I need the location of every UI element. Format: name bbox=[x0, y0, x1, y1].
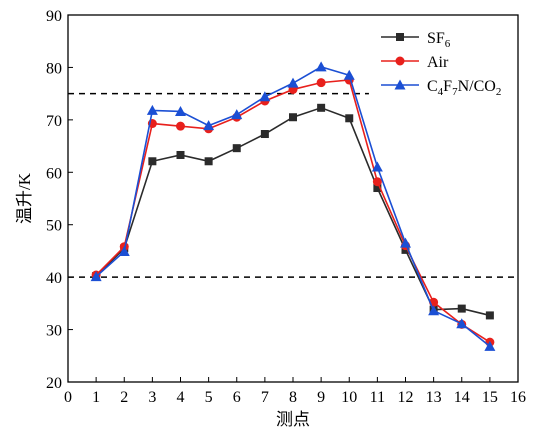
y-tick-label: 70 bbox=[46, 113, 62, 130]
circle-marker bbox=[316, 78, 326, 88]
triangle-marker bbox=[343, 69, 355, 80]
x-tick-label: 1 bbox=[92, 389, 100, 406]
x-tick-label: 0 bbox=[64, 389, 72, 406]
triangle-marker bbox=[484, 340, 496, 351]
legend: SF6 Air C4F7N/CO2 bbox=[381, 30, 501, 98]
square-marker bbox=[204, 157, 213, 166]
square-marker bbox=[232, 144, 241, 153]
square-marker bbox=[148, 157, 157, 166]
triangle-marker bbox=[90, 271, 102, 282]
square-marker bbox=[485, 311, 494, 320]
y-tick-label: 80 bbox=[46, 60, 62, 77]
x-tick-label: 6 bbox=[233, 389, 241, 406]
x-tick-label: 2 bbox=[120, 389, 128, 406]
reference-lines bbox=[68, 92, 518, 278]
x-tick-label: 15 bbox=[482, 389, 498, 406]
legend-item: SF6 bbox=[381, 30, 451, 50]
x-axis-ticks: 0 1 2 3 4 5 6 7 8 9 10 11 12 13 14 15 16 bbox=[64, 377, 526, 406]
square-marker bbox=[396, 33, 404, 41]
y-tick-label: 50 bbox=[46, 218, 62, 235]
series-line bbox=[95, 66, 491, 347]
x-axis-label: 测点 bbox=[276, 410, 310, 429]
triangle-marker bbox=[394, 79, 406, 90]
square-marker bbox=[457, 304, 466, 313]
triangle-marker bbox=[146, 104, 158, 115]
series-2 bbox=[90, 61, 496, 351]
triangle-marker bbox=[259, 91, 271, 102]
triangle-marker bbox=[175, 105, 186, 116]
x-tick-label: 8 bbox=[289, 389, 297, 406]
triangle-marker bbox=[231, 109, 243, 120]
x-tick-label: 9 bbox=[317, 389, 325, 406]
square-marker bbox=[317, 103, 326, 112]
x-tick-label: 10 bbox=[341, 389, 357, 406]
y-tick-label: 40 bbox=[46, 270, 62, 287]
square-marker bbox=[289, 113, 297, 122]
triangle-marker bbox=[428, 305, 440, 316]
legend-label: C4F7N/CO2 bbox=[427, 78, 501, 98]
legend-item: Air bbox=[381, 54, 449, 71]
y-tick-label: 20 bbox=[46, 375, 62, 392]
x-tick-label: 11 bbox=[370, 389, 385, 406]
square-marker bbox=[260, 130, 269, 139]
circle-marker bbox=[372, 177, 382, 187]
triangle-marker bbox=[287, 77, 299, 88]
x-tick-label: 5 bbox=[205, 389, 213, 406]
triangle-marker bbox=[203, 120, 215, 131]
triangle-marker bbox=[456, 318, 468, 329]
triangle-marker bbox=[118, 245, 130, 256]
square-marker bbox=[373, 184, 382, 193]
y-axis-label: 温升/K bbox=[15, 172, 34, 224]
circle-marker bbox=[395, 56, 405, 66]
legend-label: SF6 bbox=[427, 30, 451, 50]
y-tick-label: 30 bbox=[46, 323, 62, 340]
legend-item: C4F7N/CO2 bbox=[381, 78, 501, 98]
series-line bbox=[95, 106, 491, 317]
y-tick-label: 60 bbox=[46, 165, 62, 182]
x-tick-label: 3 bbox=[148, 389, 156, 406]
series-layer bbox=[90, 61, 496, 351]
circle-marker bbox=[176, 121, 185, 131]
x-tick-label: 4 bbox=[177, 389, 185, 406]
x-tick-label: 16 bbox=[510, 389, 526, 406]
y-tick-label: 90 bbox=[46, 8, 62, 25]
y-axis-ticks: 20 30 40 50 60 70 80 90 bbox=[46, 8, 73, 392]
series-0 bbox=[92, 103, 494, 320]
legend-label: Air bbox=[427, 54, 449, 71]
square-marker bbox=[345, 114, 354, 123]
x-tick-label: 12 bbox=[398, 389, 414, 406]
triangle-marker bbox=[371, 161, 383, 172]
x-tick-label: 13 bbox=[426, 389, 442, 406]
x-tick-label: 14 bbox=[454, 389, 470, 406]
x-tick-label: 7 bbox=[261, 389, 269, 406]
triangle-marker bbox=[315, 61, 327, 72]
square-marker bbox=[176, 150, 185, 159]
triangle-marker bbox=[400, 237, 411, 248]
